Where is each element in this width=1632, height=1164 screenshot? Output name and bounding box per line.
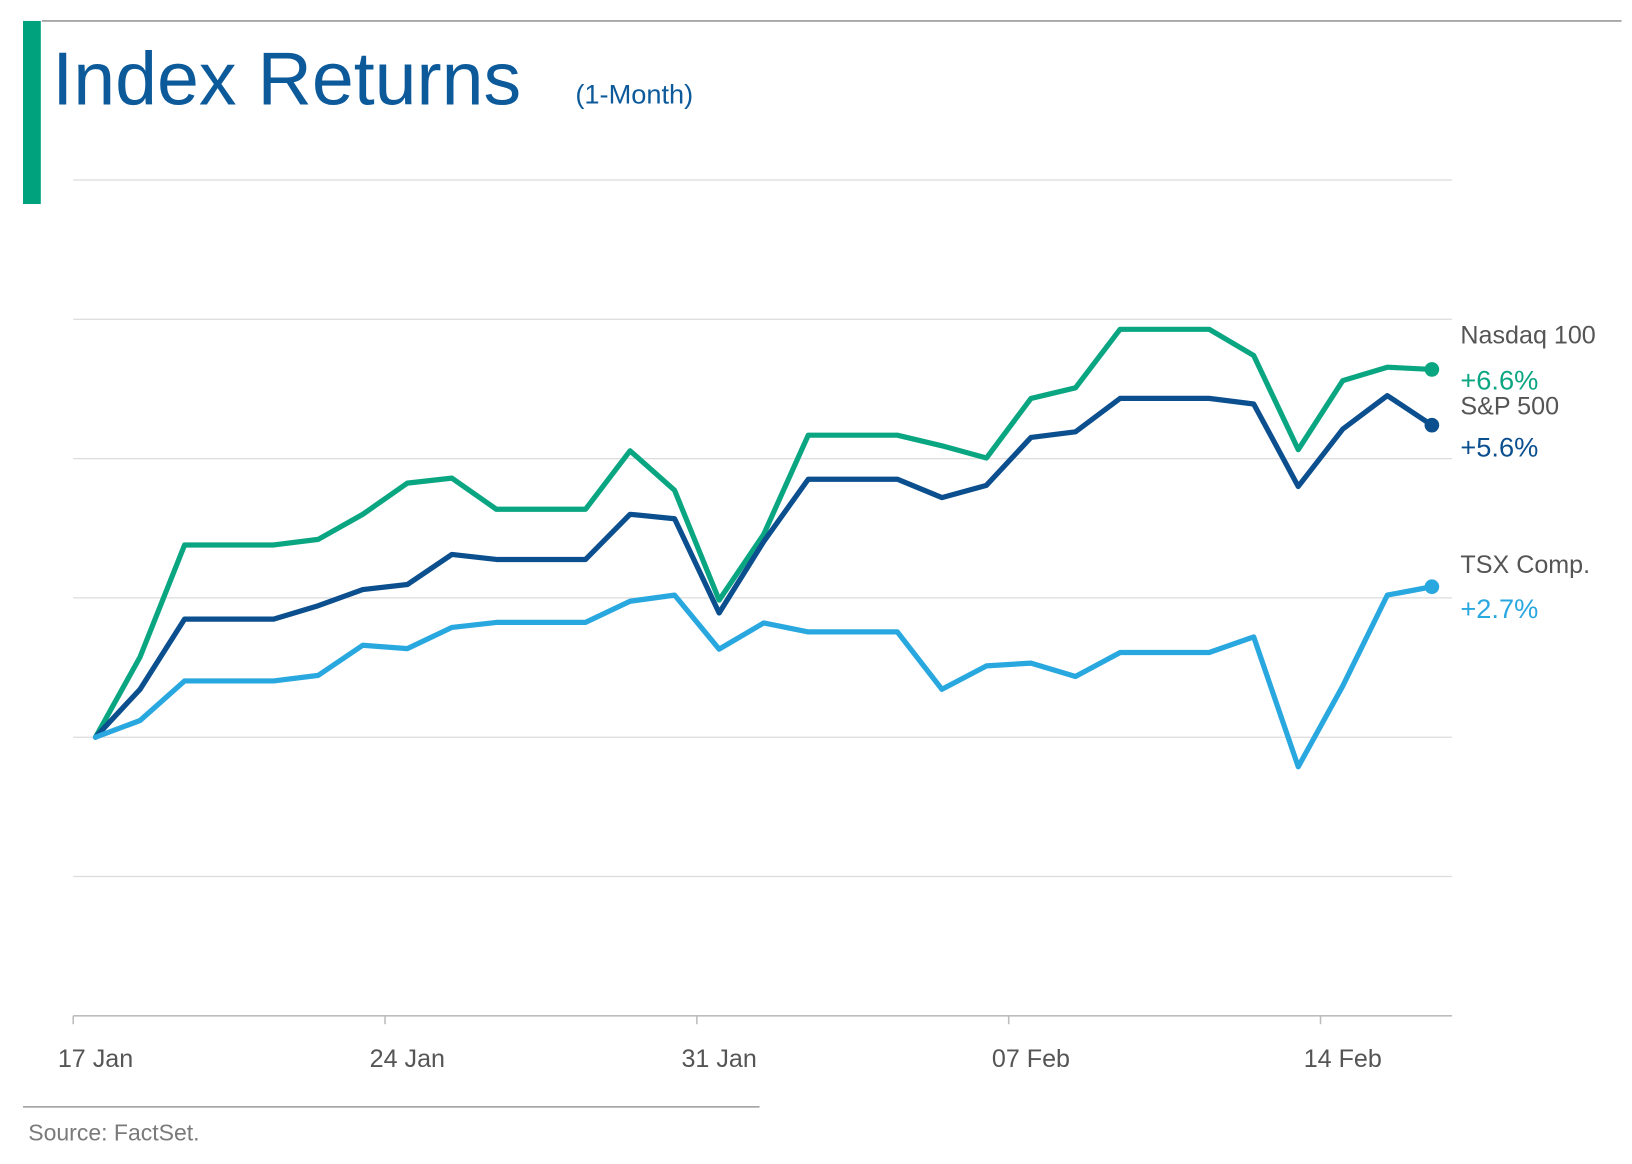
chart-title: Index Returns (52, 37, 521, 121)
x-tick-label: 31 Jan (681, 1045, 756, 1073)
value-label: +5.6% (1460, 432, 1538, 463)
series-line (92, 326, 1435, 740)
x-tick-label: 24 Jan (370, 1045, 445, 1073)
series-line (92, 584, 1435, 770)
legend-label: TSX Comp. (1460, 551, 1590, 579)
end-marker (1424, 362, 1440, 377)
value-label: +2.7% (1460, 593, 1538, 624)
x-tick-label: 17 Jan (58, 1045, 133, 1073)
value-label: +6.6% (1460, 364, 1538, 395)
legend-label: S&P 500 (1460, 393, 1559, 421)
title-accent (23, 20, 41, 205)
source: Source: FactSet. (28, 1119, 199, 1145)
x-tick-label: 14 Feb (1304, 1045, 1382, 1073)
end-marker (1424, 417, 1440, 433)
chart-subtitle: (1-Month) (575, 79, 693, 110)
x-tick-label: 07 Feb (992, 1045, 1070, 1073)
legend-label: Nasdaq 100 (1460, 321, 1595, 349)
series-line (92, 393, 1435, 740)
end-marker (1424, 579, 1440, 595)
